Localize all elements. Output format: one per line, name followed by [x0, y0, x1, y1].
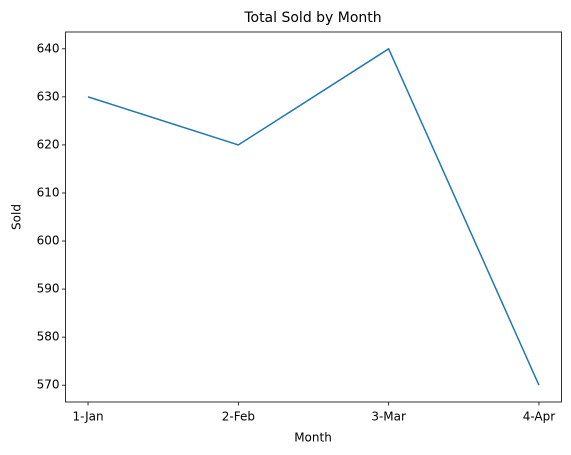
x-axis-label: Month: [294, 431, 332, 445]
y-tick-label: 580: [37, 330, 60, 344]
y-tick-label: 590: [37, 282, 60, 296]
y-tick-label: 570: [37, 378, 60, 392]
x-tick-label: 1-Jan: [72, 410, 103, 424]
y-tick-label: 630: [37, 89, 60, 103]
x-tick-label: 3-Mar: [371, 410, 406, 424]
y-tick-label: 640: [37, 41, 60, 55]
plot-frame: [65, 31, 562, 403]
y-tick-label: 600: [37, 234, 60, 248]
y-axis-label: Sold: [10, 204, 24, 230]
line: [87, 48, 540, 386]
chart-title: Total Sold by Month: [243, 10, 381, 26]
y-tick-label: 610: [37, 185, 60, 199]
x-tick-label: 2-Feb: [222, 410, 255, 424]
y-tick-label: 620: [37, 137, 60, 151]
x-tick-label: 4-Apr: [523, 410, 556, 424]
